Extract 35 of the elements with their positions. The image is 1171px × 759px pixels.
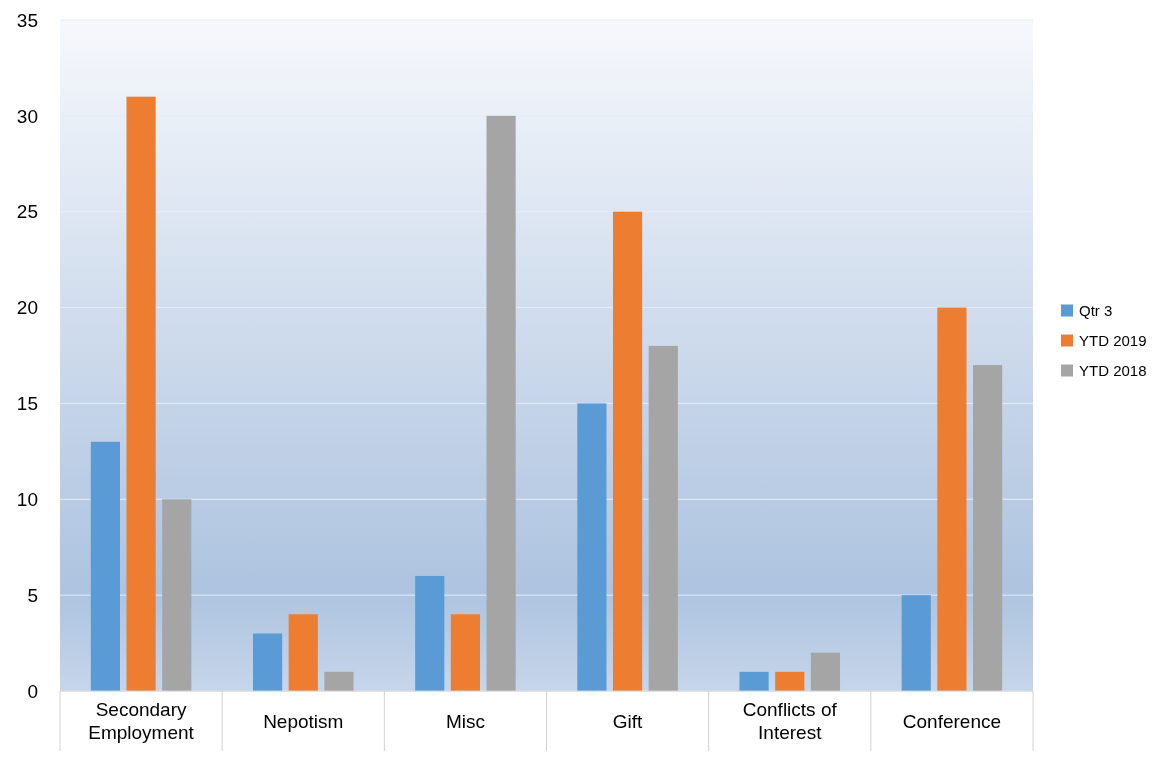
bar <box>937 307 967 691</box>
y-tick-label: 0 <box>27 680 38 702</box>
bar <box>90 441 120 691</box>
bar <box>450 614 481 691</box>
bar <box>486 115 516 691</box>
bar <box>252 633 283 691</box>
legend-label: YTD 2019 <box>1079 331 1147 349</box>
y-tick-label: 10 <box>16 488 38 510</box>
bar <box>973 365 1003 691</box>
bar <box>901 595 931 691</box>
legend-label: Qtr 3 <box>1079 301 1113 319</box>
bar <box>775 671 805 691</box>
x-tick-label: Conflicts of Interest <box>742 698 838 744</box>
y-tick-label: 15 <box>16 393 38 415</box>
bar <box>612 211 643 691</box>
bar <box>810 652 841 691</box>
bar <box>288 614 318 691</box>
x-tick-label: Nepotism <box>263 710 344 732</box>
x-tick-label: Secondary Employment <box>88 698 195 744</box>
x-tick-label: Misc <box>445 710 485 732</box>
y-tick-label: 5 <box>27 584 38 606</box>
bar <box>648 345 678 691</box>
bar <box>324 671 354 691</box>
y-tick-label: 30 <box>16 105 38 127</box>
bar <box>415 575 445 691</box>
bar <box>577 403 607 691</box>
bar <box>162 499 192 691</box>
x-tick-label: Gift <box>612 710 644 732</box>
bar <box>739 671 769 691</box>
x-tick-label: Conference <box>902 710 1002 732</box>
y-tick-label: 20 <box>16 297 38 319</box>
bar <box>126 96 156 691</box>
legend-label: YTD 2018 <box>1079 361 1147 379</box>
y-tick-label: 25 <box>16 201 38 223</box>
y-tick-label: 35 <box>16 9 38 31</box>
